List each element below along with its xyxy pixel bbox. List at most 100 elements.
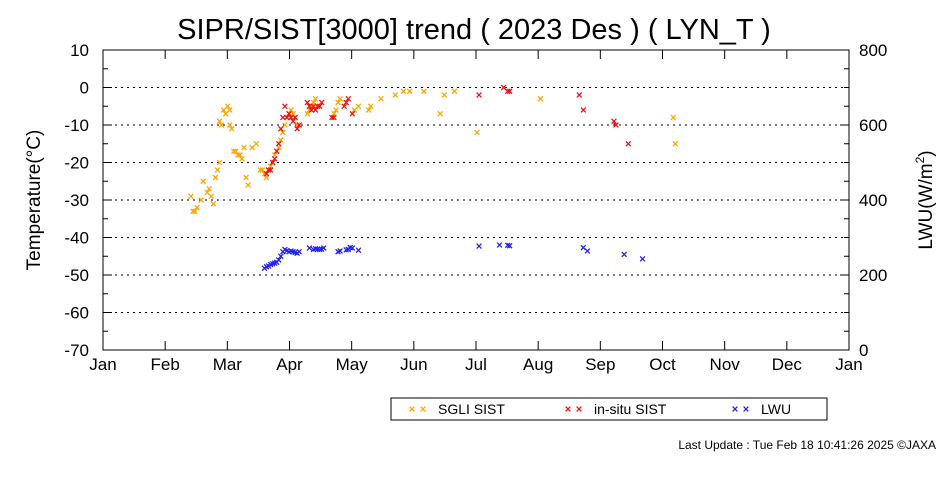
last-update-footer: Last Update : Tue Feb 18 10:41:26 2025 ©… (678, 438, 936, 452)
data-point-in-situ-sist (282, 103, 288, 110)
data-point-sgli-sist (441, 92, 448, 98)
data-point-sgli-sist (212, 174, 219, 181)
data-point-sgli-sist (224, 103, 231, 110)
data-point-sgli-sist (241, 144, 247, 151)
legend-item-in-situ-sist: in-situ SIST (565, 401, 667, 417)
data-point-in-situ-sist (341, 103, 348, 110)
data-point-sgli-sist (670, 114, 677, 121)
x-tick-label: Mar (213, 355, 243, 374)
x-tick-label: May (336, 355, 369, 374)
data-point-lwu (337, 248, 343, 254)
data-point-in-situ-sist (318, 99, 325, 106)
series-in-situ-sist (263, 84, 632, 177)
data-point-sgli-sist (365, 107, 372, 113)
data-point-sgli-sist (451, 88, 458, 95)
data-point-in-situ-sist (286, 110, 292, 117)
data-point-sgli-sist (216, 118, 223, 125)
data-point-in-situ-sist (331, 114, 337, 121)
data-point-in-situ-sist (576, 92, 583, 98)
data-point-sgli-sist (218, 122, 225, 128)
legend-label: LWU (761, 401, 791, 417)
y-tick-label: 10 (70, 41, 89, 60)
data-point-sgli-sist (277, 137, 284, 143)
data-point-sgli-sist (355, 103, 362, 110)
data-point-lwu (275, 257, 282, 263)
data-point-sgli-sist (214, 167, 221, 173)
x-tick-label: Sep (585, 355, 615, 374)
data-point-lwu (476, 243, 482, 249)
data-point-in-situ-sist (625, 140, 632, 147)
data-point-in-situ-sist (304, 99, 311, 106)
data-point-sgli-sist (392, 92, 399, 98)
data-point-sgli-sist (198, 197, 204, 203)
y-tick-label: -20 (64, 154, 89, 173)
data-point-sgli-sist (437, 110, 444, 117)
legend-label: SGLI SIST (438, 401, 505, 417)
data-point-sgli-sist (237, 152, 243, 158)
y2-tick-label: 0 (859, 341, 868, 360)
data-point-in-situ-sist (290, 118, 296, 125)
series-sgli-sist (188, 88, 679, 215)
data-point-sgli-sist (210, 200, 217, 207)
data-point-sgli-sist (312, 95, 319, 102)
y2-axis-label: LWU(W/m2) (913, 150, 937, 249)
data-point-lwu (349, 245, 356, 251)
y-axis-label: Temperature(°C) (24, 130, 45, 271)
grid-lines (103, 87, 849, 313)
data-point-sgli-sist (288, 107, 294, 113)
data-point-in-situ-sist (343, 99, 350, 106)
data-point-in-situ-sist (296, 122, 303, 128)
y2-axis-label-end: ) (916, 150, 937, 156)
data-point-sgli-sist (672, 140, 679, 147)
data-point-sgli-sist (367, 103, 374, 110)
data-point-sgli-sist (279, 129, 286, 136)
legend-marker (576, 406, 582, 412)
legend-item-sgli-sist: SGLI SIST (409, 401, 505, 417)
data-point-lwu (506, 242, 513, 249)
data-point-sgli-sist (378, 95, 384, 102)
y-tick-label: -30 (64, 191, 89, 210)
data-point-sgli-sist (226, 107, 233, 113)
x-tick-label: Nov (710, 355, 741, 374)
data-point-in-situ-sist (345, 95, 352, 102)
data-point-in-situ-sist (476, 92, 482, 98)
y2-tick-label: 400 (859, 191, 887, 210)
x-tick-label: Dec (772, 355, 803, 374)
data-point-sgli-sist (188, 193, 194, 200)
data-point-lwu (296, 248, 303, 255)
y2-tick-label: 800 (859, 41, 887, 60)
y-tick-label: -10 (64, 116, 89, 135)
x-tick-label: Aug (523, 355, 553, 374)
legend-marker (420, 406, 426, 412)
data-point-sgli-sist (243, 174, 249, 181)
data-point-in-situ-sist (267, 167, 274, 173)
data-point-sgli-sist (194, 204, 200, 211)
data-point-in-situ-sist (316, 103, 323, 110)
data-point-lwu (639, 256, 646, 262)
data-point-lwu (277, 253, 284, 260)
y2-axis-label-main: LWU(W/m (916, 163, 937, 249)
data-point-lwu (320, 245, 327, 251)
data-point-lwu (584, 248, 591, 254)
legend-marker (409, 406, 415, 412)
data-point-sgli-sist (228, 125, 235, 132)
y-tick-label: -60 (64, 304, 89, 323)
data-point-in-situ-sist (349, 110, 356, 117)
legend-marker (743, 406, 749, 412)
data-point-lwu (621, 251, 628, 258)
data-point-sgli-sist (226, 122, 233, 128)
data-point-sgli-sist (208, 193, 215, 200)
data-point-sgli-sist (474, 129, 480, 136)
data-point-sgli-sist (200, 178, 207, 185)
x-tick-label: Jul (465, 355, 487, 374)
y2-tick-label: 200 (859, 266, 887, 285)
x-tick-label: Jan (89, 355, 116, 374)
legend-label: in-situ SIST (594, 401, 667, 417)
data-point-sgli-sist (216, 159, 223, 166)
x-tick-label: Feb (151, 355, 180, 374)
y-tick-label: -40 (64, 229, 89, 248)
data-point-sgli-sist (333, 107, 339, 113)
data-point-sgli-sist (335, 99, 341, 106)
data-point-lwu (355, 247, 362, 254)
